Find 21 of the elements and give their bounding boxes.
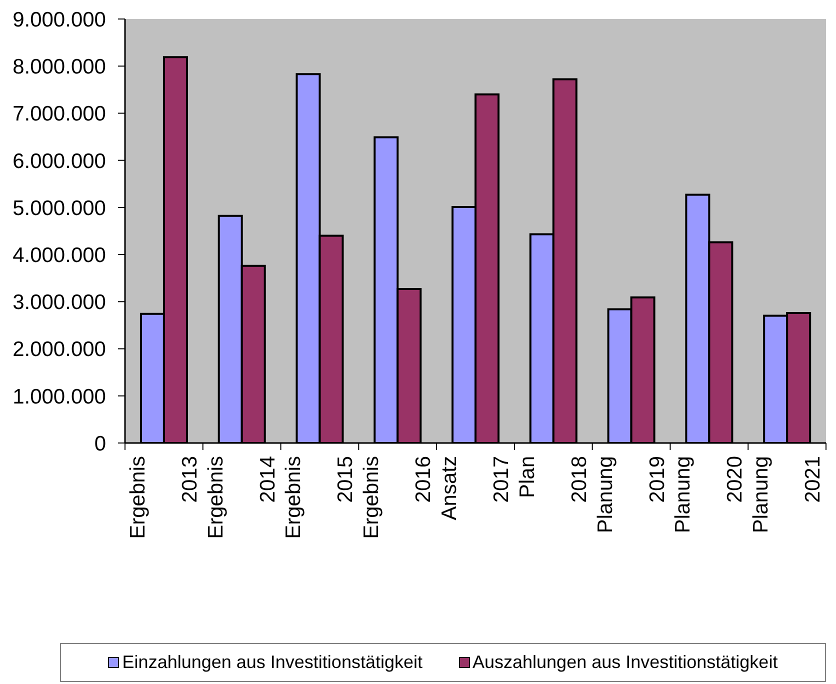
legend-label: Auszahlungen aus Investitionstätigkeit	[472, 652, 778, 673]
y-tick-label: 3.000.000	[12, 291, 106, 314]
y-tick-label: 9.000.000	[12, 8, 106, 32]
legend-label: Einzahlungen aus Investitionstätigkeit	[122, 652, 422, 673]
y-tick-label: 7.000.000	[12, 102, 106, 126]
category-label: Planung 2019	[594, 456, 669, 534]
y-tick-label: 8.000.000	[12, 56, 106, 79]
category-label: Planung 2020	[672, 456, 747, 534]
category-label: Plan 2018	[516, 456, 591, 503]
category-label: Ergebnis 2016	[360, 456, 436, 539]
y-tick-label: 5.000.000	[12, 196, 106, 220]
y-tick-label: 2.000.000	[12, 338, 106, 362]
category-label: Ansatz 2017	[438, 456, 513, 520]
y-tick-label: 1.000.000	[12, 385, 106, 408]
category-label: Ergebnis 2013	[126, 456, 202, 539]
category-label: Ergebnis 2014	[204, 456, 280, 539]
category-label: Ergebnis 2015	[282, 456, 358, 539]
y-tick-label: 4.000.000	[12, 244, 106, 268]
y-tick-label: 6.000.000	[12, 150, 106, 173]
y-tick-label: 0	[94, 432, 106, 456]
category-label: Planung 2021	[750, 456, 825, 534]
